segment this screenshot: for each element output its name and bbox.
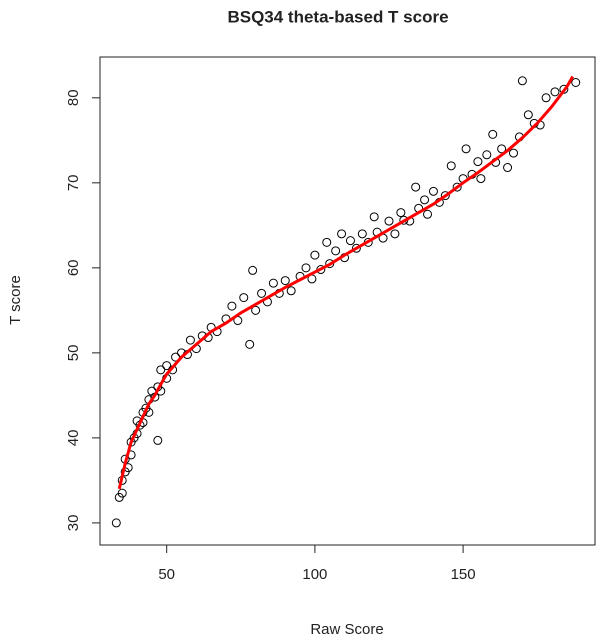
point: [420, 195, 430, 205]
point: [497, 144, 507, 154]
point: [227, 301, 237, 311]
y-tick-label: 70: [65, 174, 82, 191]
point: [396, 208, 406, 218]
y-tick-label: 50: [65, 345, 82, 362]
point: [268, 278, 278, 288]
point: [473, 157, 483, 167]
point: [428, 186, 438, 196]
point: [550, 87, 560, 97]
point: [369, 212, 379, 222]
y-tick-label: 40: [65, 430, 82, 447]
point: [452, 182, 462, 192]
point: [156, 365, 166, 375]
point: [286, 286, 296, 296]
point: [111, 518, 121, 528]
point: [251, 305, 261, 315]
point: [248, 265, 258, 275]
point: [322, 237, 332, 247]
x-tick-label: 150: [451, 566, 476, 583]
point: [239, 293, 249, 303]
point: [384, 216, 394, 226]
point: [331, 246, 341, 256]
plot-frame: [99, 56, 596, 546]
point: [461, 144, 471, 154]
point: [476, 174, 486, 184]
point: [345, 236, 355, 246]
point: [523, 110, 533, 120]
point: [440, 191, 450, 201]
point: [488, 129, 498, 139]
point: [280, 276, 290, 286]
point: [357, 229, 367, 239]
point: [310, 250, 320, 260]
x-axis-label: Raw Score: [310, 621, 383, 638]
point: [446, 161, 456, 171]
point: [482, 150, 492, 160]
point: [423, 209, 433, 219]
point: [571, 78, 581, 88]
x-tick-label: 100: [302, 566, 327, 583]
point: [117, 488, 127, 498]
point: [301, 263, 311, 273]
point: [411, 182, 421, 192]
y-tick-label: 80: [65, 89, 82, 106]
point: [390, 229, 400, 239]
point: [541, 93, 551, 103]
point: [245, 339, 255, 349]
point: [559, 84, 569, 94]
fit-line: [117, 75, 575, 490]
y-axis-label: T score: [7, 275, 24, 325]
point: [503, 163, 513, 173]
point: [153, 435, 163, 445]
y-tick-label: 30: [65, 515, 82, 532]
point: [508, 148, 518, 158]
point: [351, 243, 361, 253]
point: [162, 361, 172, 371]
point: [185, 335, 195, 345]
x-tick-label: 50: [158, 566, 175, 583]
y-tick-label: 60: [65, 259, 82, 276]
point: [257, 288, 267, 298]
chart-title: BSQ34 theta-based T score: [227, 7, 448, 26]
point: [517, 76, 527, 86]
point: [337, 229, 347, 239]
